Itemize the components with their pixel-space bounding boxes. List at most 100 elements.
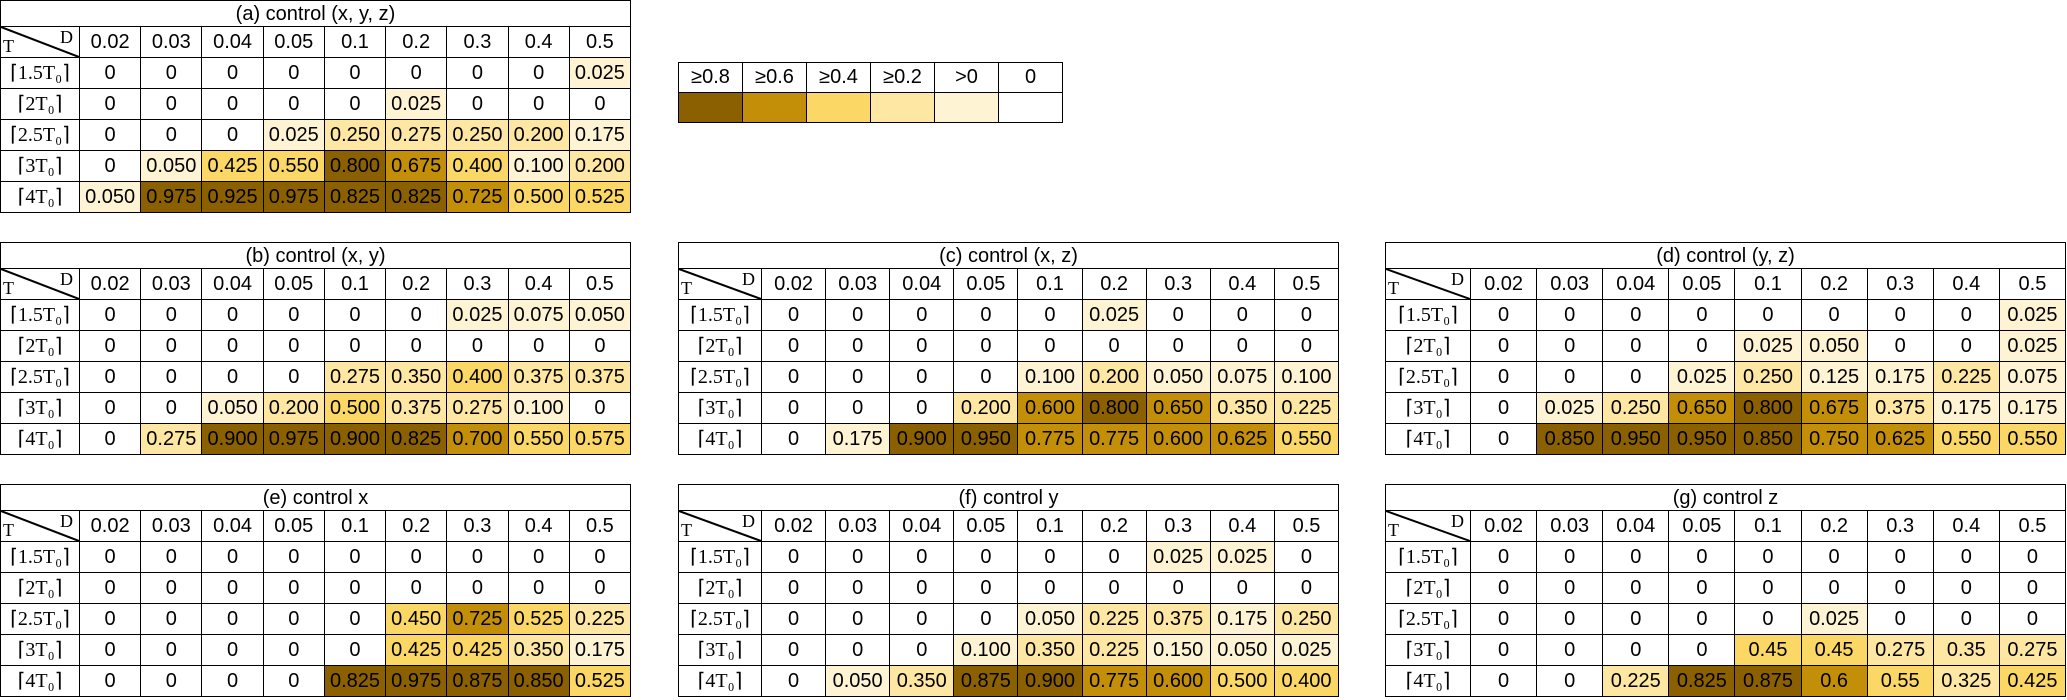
row-axis-label: T [3, 520, 14, 540]
heatmap-cell: 0.225 [1602, 665, 1670, 697]
column-axis-label: D [60, 511, 73, 531]
heatmap-cell: 0 [78, 665, 142, 697]
heatmap-cell: 0 [1145, 572, 1211, 604]
heatmap-cell: 0.450 [385, 603, 448, 635]
column-header: 0.03 [825, 510, 891, 542]
heatmap-cell: 0.025 [1536, 392, 1604, 424]
heatmap-cell: 0 [140, 665, 203, 697]
heatmap-cell: 0 [825, 572, 891, 604]
heatmap-cell: 0 [760, 665, 827, 697]
heatmap-cell: 0 [889, 572, 955, 604]
heatmap-cell: 0.800 [1081, 392, 1147, 424]
row-header: ⌈1.5T₀⌉ [1385, 541, 1471, 573]
heatmap-cell: 0.900 [201, 423, 264, 455]
heatmap-cell: 0.200 [262, 392, 325, 424]
heatmap-cell: 0.175 [1209, 603, 1275, 635]
panel-title: (c) control (x, z) [677, 242, 1340, 269]
legend-label: ≥0.4 [806, 62, 871, 93]
heatmap-cell: 0.325 [1932, 665, 2000, 697]
heatmap-cell: 0.250 [1734, 361, 1802, 393]
heatmap-cell: 0.400 [446, 150, 509, 182]
heatmap-cell: 0 [1800, 541, 1868, 573]
legend-label: ≥0.6 [742, 62, 807, 93]
heatmap-cell: 0 [262, 603, 325, 635]
heatmap-cell: 0.350 [507, 634, 570, 666]
heatmap-cell: 0.250 [323, 119, 387, 151]
corner-diagonal-line [1, 511, 79, 541]
heatmap-cell: 0 [1602, 541, 1670, 573]
heatmap-cell: 0.025 [385, 88, 448, 120]
heatmap-cell: 0.35 [1932, 634, 2000, 666]
heatmap-cell: 0 [323, 572, 387, 604]
heatmap-cell: 0 [1602, 330, 1670, 362]
column-header: 0.3 [1866, 268, 1934, 300]
heatmap-cell: 0.225 [1273, 392, 1340, 424]
column-axis-label: D [1451, 511, 1464, 531]
heatmap-cell: 0 [889, 361, 955, 393]
heatmap-cell: 0.175 [568, 634, 632, 666]
heatmap-cell: 0 [140, 119, 203, 151]
heatmap-cell: 0.975 [140, 181, 203, 213]
heatmap-cell: 0.050 [201, 392, 264, 424]
panel-title: (e) control x [0, 484, 631, 511]
heatmap-cell: 0 [446, 330, 509, 362]
column-header: 0.05 [953, 268, 1019, 300]
color-legend: ≥0.8 ≥0.6 ≥0.4 ≥0.2 >0 0 [678, 62, 1063, 123]
heatmap-cell: 0 [568, 572, 632, 604]
heatmap-cell: 0.275 [385, 119, 448, 151]
legend-swatch [806, 92, 871, 123]
heatmap-cell: 0.950 [1602, 423, 1670, 455]
heatmap-cell: 0 [953, 330, 1019, 362]
column-header: 0.5 [1998, 268, 2067, 300]
heatmap-cell: 0.925 [201, 181, 264, 213]
corner-diagonal-line [1, 27, 79, 57]
heatmap-cell: 0 [201, 603, 264, 635]
heatmap-cell: 0.175 [1998, 392, 2067, 424]
column-header: 0.3 [446, 510, 509, 542]
row-header: ⌈4T₀⌉ [678, 423, 762, 455]
heatmap-cell: 0.950 [953, 423, 1019, 455]
column-header: 0.5 [568, 26, 632, 58]
row-header: ⌈2T₀⌉ [0, 88, 80, 120]
heatmap-cell: 0.175 [1866, 361, 1934, 393]
heatmap-cell: 0.200 [953, 392, 1019, 424]
heatmap-cell: 0 [201, 541, 264, 573]
heatmap-cell: 0 [825, 330, 891, 362]
row-header: ⌈1.5T₀⌉ [678, 541, 762, 573]
heatmap-cell: 0.900 [323, 423, 387, 455]
heatmap-cell: 0 [201, 119, 264, 151]
heatmap-cell: 0 [1800, 572, 1868, 604]
panel-title: (a) control (x, y, z) [0, 0, 631, 27]
column-header: 0.3 [446, 26, 509, 58]
heatmap-cell: 0.025 [262, 119, 325, 151]
heatmap-cell: 0.125 [1800, 361, 1868, 393]
heatmap-cell: 0 [1998, 603, 2067, 635]
heatmap-cell: 0 [1469, 361, 1538, 393]
heatmap-cell: 0 [262, 361, 325, 393]
heatmap-cell: 0 [1536, 634, 1604, 666]
heatmap-cell: 0 [1866, 299, 1934, 331]
heatmap-cell: 0 [78, 423, 142, 455]
heatmap-cell: 0.025 [1081, 299, 1147, 331]
heatmap-cell: 0 [385, 330, 448, 362]
heatmap-table: (d) control (y, z) T D 0.02 0.03 0.04 0.05 0.1 0… [1385, 242, 2067, 455]
heatmap-cell: 0.275 [1998, 634, 2067, 666]
column-header: 0.3 [1145, 510, 1211, 542]
heatmap-cell: 0 [446, 572, 509, 604]
column-header: 0.04 [889, 268, 955, 300]
heatmap-cell: 0.525 [568, 181, 632, 213]
heatmap-cell: 0 [1668, 330, 1736, 362]
heatmap-cell: 0 [78, 88, 142, 120]
heatmap-cell: 0.200 [568, 150, 632, 182]
corner-diagonal-line [679, 269, 761, 299]
heatmap-cell: 0 [78, 541, 142, 573]
heatmap-cell: 0.900 [1017, 665, 1083, 697]
heatmap-cell: 0 [1536, 299, 1604, 331]
heatmap-cell: 0 [825, 634, 891, 666]
column-header: 0.02 [78, 26, 142, 58]
heatmap-cell: 0.575 [568, 423, 632, 455]
heatmap-cell: 0 [1932, 330, 2000, 362]
row-header: ⌈4T₀⌉ [1385, 423, 1471, 455]
